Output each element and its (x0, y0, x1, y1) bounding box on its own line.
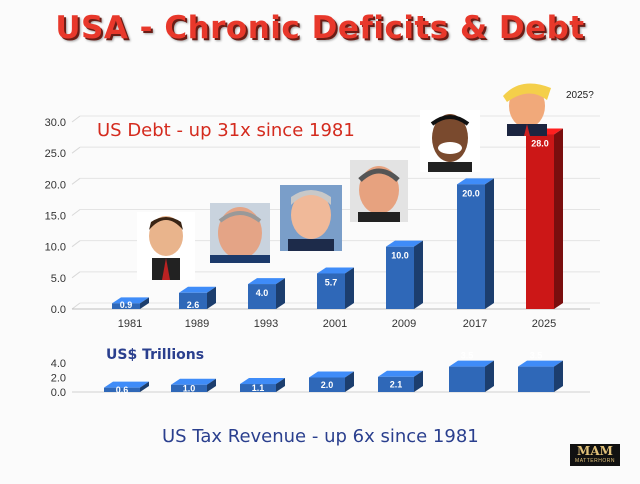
rev-y-tick-label: 2.0 (51, 373, 66, 385)
portrait-1993 (280, 185, 342, 251)
x-category-label: 2017 (463, 318, 487, 330)
bar-revenue-2001 (309, 377, 345, 392)
gridline-diag (71, 146, 81, 154)
bar-revenue-2025 (518, 366, 554, 392)
y-tick-label: 30.0 (45, 117, 66, 129)
y-tick-label: 25.0 (45, 148, 66, 160)
bar-top-face (317, 267, 354, 274)
future-year-note: 2025? (566, 90, 594, 101)
bar-value-label: 5.7 (325, 277, 338, 287)
y-tick-label: 15.0 (45, 211, 66, 223)
units-label: US$ Trillions (106, 347, 205, 363)
rev-bar-top-face (104, 381, 149, 388)
debt-annotation: US Debt - up 31x since 1981 (97, 120, 355, 141)
rev-value-label: 1.0 (183, 383, 196, 393)
rev-bar-top-face (518, 360, 563, 367)
bar-debt-1981 (112, 303, 140, 309)
bar-revenue-2017 (449, 366, 485, 392)
y-tick-label: 5.0 (51, 273, 66, 285)
rev-value-label: 3.5 (461, 351, 474, 361)
rev-y-tick-label: 4.0 (51, 358, 66, 370)
portrait-2009 (420, 110, 480, 172)
x-category-label: 2001 (323, 318, 347, 330)
portrait-2025 (503, 83, 551, 136)
portrait-2001 (350, 160, 408, 222)
bar-debt-1989 (179, 292, 207, 309)
rev-value-label: 0.6 (116, 385, 129, 395)
bar-value-label: 4.0 (256, 288, 269, 298)
rev-bar-top-face (171, 378, 216, 385)
rev-value-label: 3.5 (530, 351, 543, 361)
bar-side-face (140, 297, 149, 309)
rev-bar-side-face (554, 360, 563, 392)
rev-bar-top-face (309, 371, 354, 378)
y-tick-label: 20.0 (45, 179, 66, 191)
gridline-diag (71, 115, 81, 123)
bar-revenue-1993 (240, 384, 276, 392)
rev-bar-side-face (276, 378, 285, 392)
x-category-label: 1993 (254, 318, 278, 330)
x-category-label: 2009 (392, 318, 416, 330)
x-category-label: 2025 (532, 318, 556, 330)
rev-value-label: 2.1 (390, 379, 403, 389)
bar-debt-2025 (526, 134, 554, 309)
portrait-1981 (137, 212, 195, 280)
x-category-label: 1989 (185, 318, 209, 330)
rev-value-label: 2.0 (321, 380, 334, 390)
bar-debt-1993 (248, 284, 276, 309)
logo-subtext: MATTERHORN (575, 458, 615, 464)
x-category-label: 1981 (118, 318, 142, 330)
bar-top-face (179, 286, 216, 293)
revenue-annotation: US Tax Revenue - up 6x since 1981 (162, 426, 479, 447)
rev-bar-top-face (240, 378, 285, 385)
gridline-diag (71, 177, 81, 185)
chart-title: USA - Chronic Deficits & Debt (55, 10, 585, 46)
bar-value-label: 0.9 (120, 300, 133, 310)
portrait-1989 (210, 203, 270, 263)
bar-side-face (485, 178, 494, 309)
bar-top-face (386, 240, 423, 247)
bar-side-face (276, 278, 285, 309)
rev-bar-side-face (345, 371, 354, 392)
bar-top-face (457, 178, 494, 185)
bar-value-label: 10.0 (391, 251, 409, 261)
bar-top-face (248, 278, 285, 285)
brand-logo: MAM MATTERHORN (570, 444, 620, 466)
rev-bar-side-face (414, 370, 423, 392)
bar-top-face (112, 297, 149, 304)
rev-y-tick-label: 0.0 (51, 387, 66, 399)
bar-value-label: 2.6 (187, 300, 200, 310)
bar-debt-2009 (386, 246, 414, 309)
bar-debt-2001 (317, 273, 345, 309)
gridline-diag (71, 240, 81, 248)
bar-side-face (207, 286, 216, 309)
rev-bar-side-face (140, 381, 149, 392)
rev-bar-side-face (485, 360, 494, 392)
gridline-diag (71, 302, 81, 310)
rev-value-label: 1.1 (252, 383, 265, 393)
y-tick-label: 0.0 (51, 304, 66, 316)
rev-bar-top-face (449, 360, 494, 367)
gridline-diag (71, 271, 81, 279)
bar-revenue-1989 (171, 384, 207, 392)
bar-value-label: 28.0 (531, 138, 549, 148)
bar-side-face (345, 267, 354, 309)
bar-revenue-1981 (104, 387, 140, 392)
rev-bar-side-face (207, 378, 216, 392)
logo-mark: MAM (577, 444, 613, 458)
y-tick-label: 10.0 (45, 242, 66, 254)
bar-side-face (554, 128, 563, 309)
bar-value-label: 20.0 (462, 188, 480, 198)
rev-bar-top-face (378, 370, 423, 377)
bar-debt-2017 (457, 184, 485, 309)
bar-revenue-2009 (378, 376, 414, 392)
gridline-diag (71, 209, 81, 216)
bar-side-face (414, 240, 423, 309)
